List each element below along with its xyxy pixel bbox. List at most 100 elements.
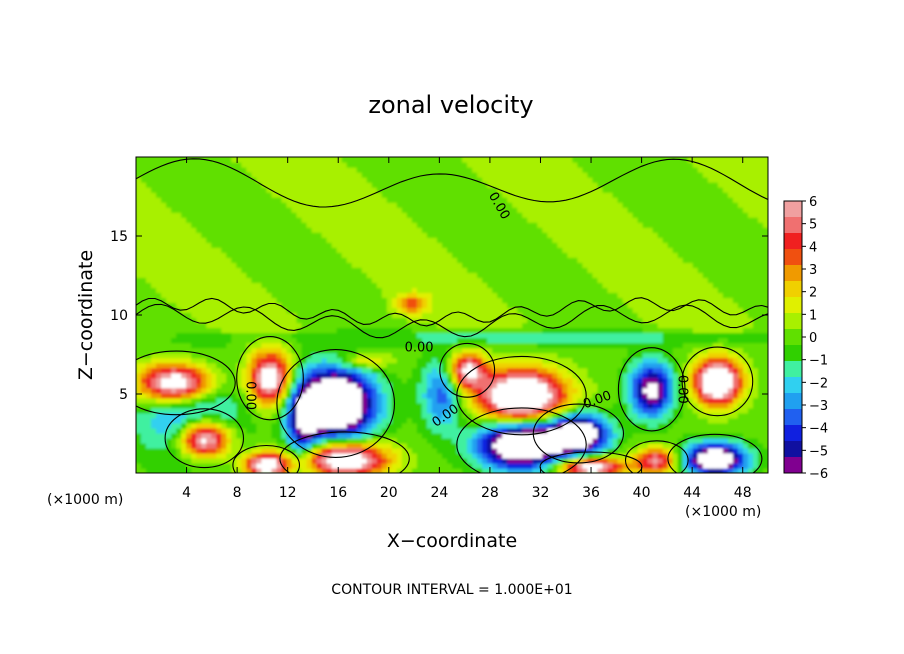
field-cell: [176, 242, 182, 248]
field-cell: [522, 232, 528, 238]
field-cell: [406, 292, 413, 299]
field-cell: [261, 382, 268, 389]
field-cell: [507, 172, 513, 178]
field-cell: [241, 442, 247, 449]
field-cell: [216, 257, 222, 263]
field-cell: [401, 322, 408, 329]
field-cell: [181, 302, 187, 309]
field-cell: [216, 352, 222, 359]
field-cell: [497, 427, 503, 434]
field-cell: [321, 352, 328, 359]
field-cell: [426, 292, 433, 299]
field-cell: [441, 362, 448, 369]
field-cell: [336, 187, 343, 193]
field-cell: [502, 277, 508, 283]
field-cell: [381, 347, 388, 354]
field-cell: [331, 367, 338, 374]
field-cell: [462, 412, 468, 419]
field-cell: [276, 337, 283, 344]
field-cell: [296, 212, 303, 218]
field-cell: [316, 422, 323, 429]
field-cell: [141, 467, 147, 473]
field-cell: [266, 212, 273, 218]
field-cell: [176, 447, 182, 454]
field-cell: [431, 182, 438, 188]
field-cell: [271, 202, 278, 208]
field-cell: [196, 162, 202, 168]
field-cell: [161, 207, 167, 213]
field-cell: [396, 397, 403, 404]
field-cell: [151, 342, 157, 349]
field-cell: [482, 442, 488, 449]
field-cell: [316, 297, 323, 304]
field-cell: [436, 412, 443, 419]
field-cell: [286, 292, 293, 299]
field-cell: [226, 207, 232, 213]
field-cell: [371, 307, 378, 314]
field-cell: [421, 402, 428, 409]
field-cell: [381, 197, 388, 203]
field-cell: [411, 277, 418, 283]
field-cell: [151, 237, 157, 243]
field-cell: [492, 437, 498, 444]
field-cell: [201, 367, 207, 374]
field-cell: [151, 187, 157, 193]
field-cell: [251, 327, 257, 334]
field-cell: [151, 242, 157, 248]
field-cell: [246, 262, 252, 268]
field-cell: [291, 217, 298, 223]
field-cell: [146, 442, 152, 449]
field-cell: [482, 372, 488, 379]
field-cell: [266, 267, 273, 273]
field-cell: [166, 232, 172, 238]
field-cell: [467, 407, 473, 414]
field-cell: [201, 192, 207, 198]
field-cell: [421, 162, 428, 168]
field-cell: [316, 212, 323, 218]
field-cell: [251, 212, 257, 218]
field-cell: [487, 312, 493, 319]
field-cell: [482, 337, 488, 344]
field-cell: [161, 342, 167, 349]
field-cell: [396, 177, 403, 183]
field-cell: [452, 452, 458, 459]
field-cell: [186, 182, 192, 188]
field-cell: [156, 397, 162, 404]
field-cell: [151, 357, 157, 364]
field-cell: [426, 397, 433, 404]
field-cell: [196, 292, 202, 299]
field-cell: [156, 252, 162, 258]
field-cell: [361, 232, 368, 238]
field-cell: [436, 167, 443, 173]
field-cell: [306, 312, 313, 319]
field-cell: [487, 187, 493, 193]
field-cell: [311, 302, 318, 309]
field-cell: [381, 457, 388, 464]
field-cell: [446, 212, 453, 218]
field-cell: [286, 262, 293, 268]
field-cell: [497, 397, 503, 404]
field-cell: [396, 172, 403, 178]
field-cell: [221, 382, 227, 389]
field-cell: [426, 202, 433, 208]
field-cell: [326, 377, 333, 384]
field-cell: [331, 317, 338, 324]
field-cell: [316, 272, 323, 278]
field-cell: [236, 372, 242, 379]
field-cell: [146, 377, 152, 384]
field-cell: [376, 207, 383, 213]
field-cell: [346, 287, 353, 294]
field-cell: [527, 292, 533, 299]
field-cell: [532, 387, 538, 394]
field-cell: [291, 412, 298, 419]
field-cell: [336, 397, 343, 404]
field-cell: [346, 227, 353, 233]
field-cell: [497, 162, 503, 168]
field-cell: [231, 442, 237, 449]
field-cell: [487, 232, 493, 238]
field-cell: [426, 277, 433, 283]
field-cell: [201, 317, 207, 324]
field-cell: [502, 422, 508, 429]
field-cell: [231, 287, 237, 294]
field-cell: [386, 262, 393, 268]
